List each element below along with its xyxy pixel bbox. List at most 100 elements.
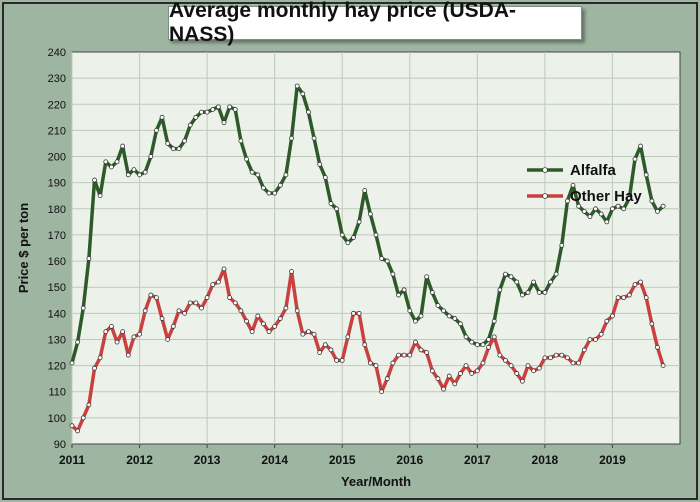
data-point [148,292,154,298]
x-tick-label: 2011 [59,453,85,467]
data-point [626,292,632,298]
data-point [587,214,593,220]
data-point [480,360,486,366]
data-point [435,303,441,308]
data-point [114,339,120,345]
data-point [322,342,328,348]
data-point [131,167,137,173]
chart-title: Average monthly hay price (USDA-NASS) [169,0,516,46]
x-tick-label: 2013 [194,453,221,467]
data-point [531,279,537,285]
data-point [548,279,553,285]
data-point [553,271,559,277]
data-point [311,135,317,141]
data-point [221,266,227,272]
data-point [69,360,75,366]
data-point [266,329,272,335]
data-point [176,308,182,314]
x-tick-label: 2014 [261,453,288,467]
y-tick-label: 140 [48,308,66,320]
data-point [306,109,311,115]
data-point [165,141,171,146]
data-point [407,308,413,314]
data-point [497,352,503,358]
data-point [373,363,379,369]
data-point [604,219,610,225]
data-point [446,313,452,319]
data-point [170,146,176,152]
data-point [396,352,401,358]
data-point [463,334,469,340]
data-point [232,300,238,306]
data-point [458,371,463,376]
data-point [424,350,430,355]
data-point [531,368,537,374]
x-tick-label: 2019 [599,453,626,467]
data-point [204,295,210,301]
data-point [306,329,311,335]
data-point [300,331,306,337]
data-point [294,83,300,89]
data-point [75,339,81,345]
data-point [519,292,525,298]
legend-entry: Alfalfa [570,162,617,179]
data-point [486,344,491,350]
data-point [125,172,131,178]
data-point [165,337,171,342]
data-point [210,107,216,112]
data-point [367,360,373,366]
data-point [367,211,373,217]
data-point [536,290,542,295]
data-point [610,313,615,319]
data-point [503,357,508,363]
data-point [491,334,497,340]
data-point [277,182,283,188]
data-point [548,355,553,361]
data-point [238,308,244,314]
x-axis-label: Year/Month [341,474,411,489]
legend-marker [542,167,548,173]
data-point [446,373,452,379]
data-point [334,357,339,363]
data-point [215,104,221,110]
data-point [587,337,593,342]
data-point [244,318,249,324]
data-point [559,352,565,358]
x-tick-labels: 2011 2012 2013 2014 2015 2016 2017 2018 2019 [59,453,626,467]
data-point [503,271,508,277]
data-point [272,190,278,196]
data-point [92,177,97,183]
data-point [232,107,238,112]
data-point [615,295,621,301]
data-point [120,329,126,335]
legend: Alfalfa Other Hay [527,162,642,205]
data-point [114,159,120,165]
data-point [159,114,165,120]
data-point [120,143,126,149]
data-point [283,305,289,311]
data-point [244,156,249,162]
data-point [514,371,520,376]
legend-entry: Other Hay [570,188,642,205]
data-point [351,235,356,240]
chart-title-box: Average monthly hay price (USDA-NASS) [168,0,582,46]
data-point [103,329,109,335]
series-2 [69,266,666,434]
y-tick-label: 200 [48,152,66,164]
y-axis-label: Price $ per ton [16,203,31,293]
data-point [249,329,255,335]
data-point [441,308,446,314]
data-point [413,318,418,324]
data-point [356,310,362,316]
data-point [519,378,525,384]
data-point [328,347,334,353]
data-point [401,287,407,293]
data-point [154,295,159,301]
data-point [142,308,148,314]
data-point [576,203,582,209]
y-tick-label: 150 [48,282,66,294]
data-point [553,352,559,358]
data-point [643,172,649,178]
data-point [559,242,565,248]
data-point [339,232,345,238]
